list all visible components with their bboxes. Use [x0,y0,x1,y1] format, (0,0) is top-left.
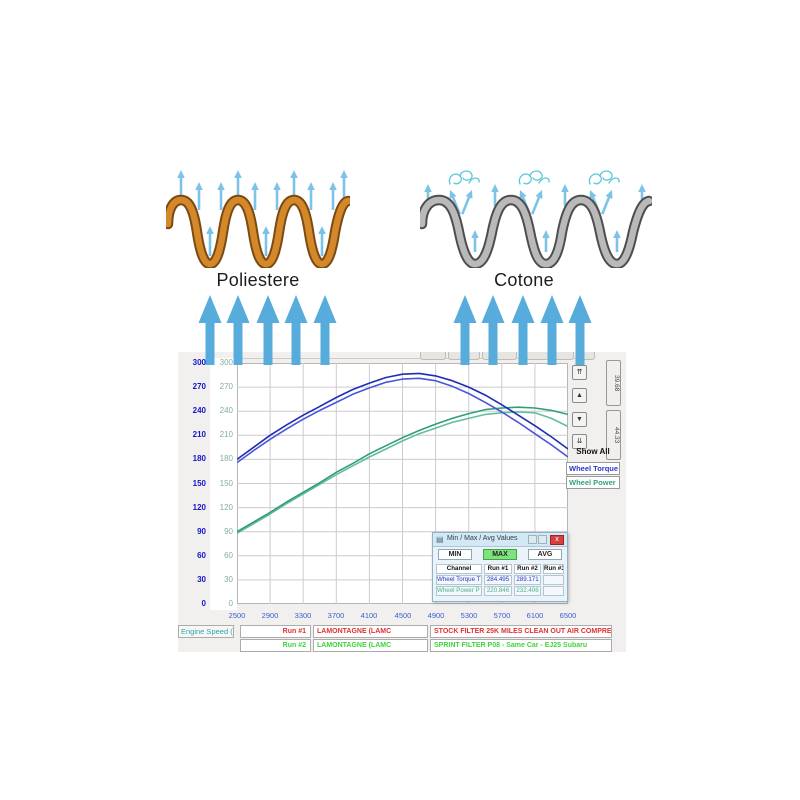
scroll-top-button[interactable]: ⇈ [572,365,587,380]
rpm-axis-tick: 6100 [526,611,544,620]
dyno-plot-area [237,363,568,604]
power-axis-tick: 0 [228,599,233,608]
min-max-avg-window[interactable]: ▤ Min / Max / Avg Values x MIN MAX AVG C… [432,532,568,602]
legend-wheel-power[interactable]: Wheel Power [566,476,620,489]
col-header-run1: Run #1 [484,564,512,574]
power-run2-value: 232.406 [514,586,541,596]
minimize-button[interactable] [528,535,537,544]
toolbar-divider [233,358,589,359]
torque-axis-tick: 210 [192,430,206,439]
rpm-axis-tick: 4500 [394,611,412,620]
scroll-down-button[interactable]: ▼ [572,412,587,427]
col-header-run2: Run #2 [514,564,541,574]
turbulent-air-arrows [424,184,646,252]
rpm-axis-tick: 4900 [427,611,445,620]
engine-speed-axis-label: Engine Speed (R [178,625,234,638]
rpm-axis-tick: 3300 [294,611,312,620]
incoming-air-arrows [453,295,592,365]
run1-description: STOCK FILTER 25K MILES CLEAN OUT AIR COM… [430,625,612,638]
toolbar-button-stub[interactable] [420,352,446,360]
scale-button-top[interactable]: 39.68 [606,360,621,406]
cotton-wave-graphic [416,170,655,270]
channel-wheel-power: Wheel Power P ft [436,586,482,596]
power-axis-tick: 300 [219,358,233,367]
show-all-button[interactable]: Show All [576,447,610,456]
popup-titlebar[interactable]: ▤ Min / Max / Avg Values x [433,533,567,547]
power-axis-tick: 150 [219,479,233,488]
scale-button-bottom[interactable]: 44.33 [606,410,621,460]
torque-run1-value: 284.495 [484,575,512,585]
torque-axis-tick: 150 [192,479,206,488]
rpm-axis-tick: 2500 [228,611,246,620]
torque-axis-tick: 180 [192,454,206,463]
maximize-button[interactable] [538,535,547,544]
torque-axis-tick: 30 [197,575,206,584]
avg-button[interactable]: AVG [528,549,562,560]
curve-wheel-power-run-2 [237,406,568,533]
torque-axis-tick: 270 [192,382,206,391]
rpm-axis-tick: 4100 [360,611,378,620]
power-axis-tick: 30 [224,575,233,584]
power-axis-tick: 240 [219,406,233,415]
polyester-filter-diagram: Poliestere [162,168,354,368]
power-run1-value: 220.846 [484,586,512,596]
legend-wheel-torque[interactable]: Wheel Torque [566,462,620,475]
cotton-media-wave [416,194,655,270]
torque-axis-tick: 240 [192,406,206,415]
values-icon: ▤ [436,535,444,544]
run2-label: Run #2 [240,639,311,652]
dyno-software-panel: 300 270 240 210 180 150 120 90 60 30 0 300 270 240 21… [178,352,626,652]
polyester-media-wave [162,194,354,270]
power-axis-tick: 180 [219,454,233,463]
polyester-wave-graphic [162,170,354,270]
scroll-bottom-button[interactable]: ⇊ [572,434,587,449]
toolbar-button-stub[interactable] [482,352,517,360]
torque-axis-tick: 0 [201,599,206,608]
scroll-up-button[interactable]: ▲ [572,388,587,403]
rpm-axis-tick: 5700 [493,611,511,620]
rpm-axis-tick: 2900 [261,611,279,620]
channel-wheel-torque: Wheel Torque T ft [436,575,482,585]
plot-margin [210,358,237,610]
max-button[interactable]: MAX [483,549,517,560]
torque-axis-tick: 90 [197,527,206,536]
torque-axis-tick: 60 [197,551,206,560]
power-axis-tick: 90 [224,527,233,536]
torque-axis-tick: 120 [192,503,206,512]
run1-label: Run #1 [240,625,311,638]
col-header-channel: Channel [436,564,482,574]
run2-description: SPRINT FILTER P08 - Same Car - EJ25 Suba… [430,639,612,652]
run2-driver: LAMONTAGNE (LAMC [313,639,428,652]
run1-driver: LAMONTAGNE (LAMC [313,625,428,638]
popup-title: Min / Max / Avg Values [447,535,518,542]
torque-run3-value [543,575,564,585]
power-axis-tick: 270 [219,382,233,391]
curve-wheel-torque-run-2 [237,372,568,461]
power-run3-value [543,586,564,596]
rpm-axis-tick: 5300 [460,611,478,620]
curve-wheel-torque-run-1 [237,377,568,464]
torque-axis-tick: 300 [192,358,206,367]
power-axis-tick: 210 [219,430,233,439]
power-axis-tick: 120 [219,503,233,512]
rpm-axis-tick: 6500 [559,611,577,620]
min-button[interactable]: MIN [438,549,472,560]
rpm-axis-tick: 3700 [327,611,345,620]
col-header-run3: Run #3 [543,564,564,574]
cotton-label: Cotone [494,270,554,290]
clean-air-arrows [177,170,348,256]
cotton-filter-diagram: Cotone [416,168,655,368]
torque-run2-value: 289.171 [514,575,541,585]
close-icon[interactable]: x [550,535,564,545]
turbulence-swirl-icon [448,170,620,185]
polyester-label: Poliestere [216,270,300,290]
incoming-air-arrows [198,295,337,365]
power-axis-tick: 60 [224,551,233,560]
